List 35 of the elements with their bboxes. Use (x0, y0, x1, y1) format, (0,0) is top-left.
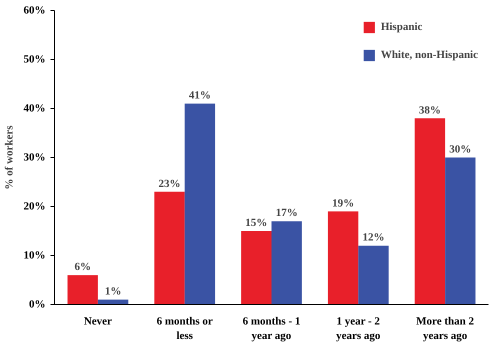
y-tick-label: 10% (24, 250, 46, 262)
bar (98, 300, 128, 304)
y-tick-label: 60% (24, 4, 46, 16)
data-label: 41% (188, 90, 211, 102)
bar (68, 275, 98, 304)
bar (184, 104, 216, 304)
x-tick-label: Never (84, 316, 112, 328)
y-tick-label: 20% (24, 200, 46, 212)
x-tick-label: 1 year - 2 years ago (336, 316, 381, 342)
data-label: 12% (362, 232, 384, 244)
data-label: 15% (245, 217, 268, 229)
bar (414, 118, 446, 304)
data-label: 1% (104, 286, 122, 298)
y-tick-label: 0% (29, 298, 46, 310)
y-tick-label: 50% (24, 54, 46, 66)
bar (241, 231, 272, 304)
bar (445, 158, 476, 304)
data-label: 6% (74, 261, 91, 274)
bar (358, 246, 389, 304)
x-tick-label: 6 months - 1 year ago (242, 316, 300, 342)
y-tick-label: 40% (24, 102, 46, 114)
x-tick-label: More than 2 years ago (416, 316, 475, 342)
bar (328, 211, 358, 304)
data-label: 17% (276, 207, 298, 220)
y-tick-label: 30% (24, 152, 46, 164)
bar (154, 192, 185, 304)
bar (272, 221, 302, 304)
data-label: 38% (418, 104, 441, 116)
data-label: 23% (158, 178, 181, 190)
x-tick-label: 6 months or less (156, 316, 213, 342)
legend-label: White, non-Hispanic (380, 49, 478, 61)
data-label: 30% (449, 144, 472, 156)
legend-label: Hispanic (380, 21, 422, 33)
y-axis-title: % of workers (4, 124, 16, 190)
data-label: 19% (332, 197, 354, 210)
